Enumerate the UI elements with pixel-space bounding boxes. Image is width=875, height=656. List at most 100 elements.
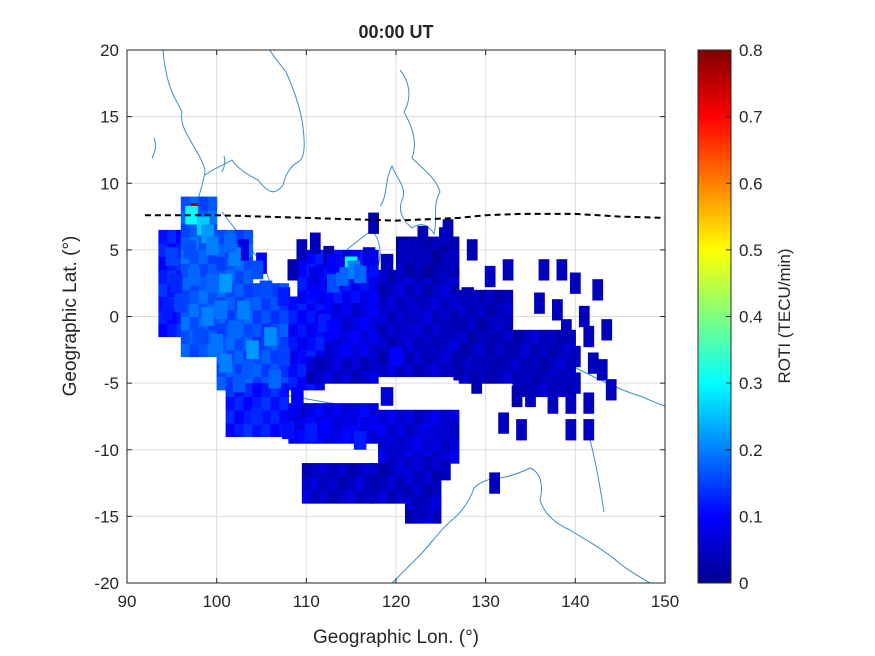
roti-band-2-cell xyxy=(234,363,245,378)
roti-isolated-cell-10 xyxy=(484,265,496,288)
roti-band-8-cell xyxy=(310,489,321,504)
roti-band-2-cell xyxy=(234,349,245,364)
y-tick-label-1: 15 xyxy=(100,108,119,127)
colorbar-ticks: 0 0.1 0.2 0.3 0.4 0.5 0.6 0.7 0.8 xyxy=(726,41,763,593)
roti-band-2-cell xyxy=(216,243,227,258)
roti-band-11-cell xyxy=(342,356,352,371)
roti-isolated-cell-33 xyxy=(565,419,577,441)
roti-band-11-cell xyxy=(333,369,343,384)
roti-band-6-cell xyxy=(297,403,307,418)
roti-isolated-cell-37 xyxy=(462,299,474,321)
roti-band-14-cell xyxy=(404,363,415,378)
roti-band-5-cell xyxy=(270,409,281,424)
roti-isolated-cell-40 xyxy=(161,299,173,321)
roti-band-3-cell xyxy=(252,309,263,324)
x-tick-label-4: 130 xyxy=(471,592,499,611)
roti-band-14-cell xyxy=(396,336,406,351)
roti-band-14-cell xyxy=(449,309,460,324)
roti-band-1-cell xyxy=(198,276,209,291)
roti-band-11-cell xyxy=(360,369,370,384)
roti-band-3-cell xyxy=(279,363,289,378)
roti-cell-26 xyxy=(223,233,237,253)
roti-isolated-cell-14 xyxy=(569,272,581,294)
roti-band-1-cell xyxy=(180,263,191,278)
roti-band-16-cell xyxy=(485,289,496,304)
roti-band-10-cell xyxy=(422,483,433,497)
y-axis-ticks: 20 15 10 5 0 -5 -10 -15 -20 xyxy=(94,41,665,593)
roti-band-13-cell xyxy=(342,303,352,318)
roti-cell-22 xyxy=(165,247,179,266)
roti-cell-43 xyxy=(380,253,394,273)
colorbar-tick-label-0: 0 xyxy=(739,574,748,593)
roti-band-5-cell xyxy=(252,396,263,411)
roti-band-11-cell xyxy=(351,356,361,371)
roti-band-7-cell xyxy=(378,436,388,451)
roti-cell-69 xyxy=(277,287,291,306)
roti-band-14-cell xyxy=(440,296,451,311)
roti-band-1-cell xyxy=(180,196,191,211)
roti-band-16-cell xyxy=(467,329,478,344)
roti-band-3-cell xyxy=(279,309,289,324)
roti-band-14-cell xyxy=(431,323,442,338)
roti-band-3-cell xyxy=(279,323,289,338)
roti-isolated-cell-38 xyxy=(471,372,483,394)
y-tick-label-7: -15 xyxy=(94,507,119,526)
roti-cell-34 xyxy=(250,407,264,426)
roti-band-11-cell xyxy=(369,356,379,371)
roti-cell-53 xyxy=(551,373,564,393)
roti-cell-17 xyxy=(353,431,367,450)
roti-band-8-cell xyxy=(328,463,339,477)
roti-band-6-cell xyxy=(333,416,343,431)
roti-band-3-cell xyxy=(261,363,272,378)
colorbar-tick-label-5: 0.5 xyxy=(739,241,763,260)
roti-cell-71 xyxy=(170,273,183,293)
roti-band-3-cell xyxy=(279,336,289,351)
colorbar-tick-label-8: 0.8 xyxy=(739,41,763,60)
roti-band-3-cell xyxy=(270,309,281,324)
roti-band-6-cell xyxy=(342,429,352,444)
roti-band-12-cell xyxy=(360,289,370,304)
roti-band-17-cell xyxy=(539,356,550,371)
roti-band-11-cell xyxy=(306,356,316,371)
roti-band-13-cell xyxy=(360,343,370,358)
roti-cell-50 xyxy=(497,307,510,326)
roti-band-14-cell xyxy=(396,283,406,298)
roti-isolated-cell-17 xyxy=(552,299,563,321)
roti-isolated-cell-15 xyxy=(592,279,604,301)
roti-band-9-cell xyxy=(369,463,379,477)
roti-band-7-cell xyxy=(378,449,388,464)
roti-band-12-cell xyxy=(297,263,307,278)
roti-band-17-cell xyxy=(512,329,523,344)
roti-band-4-cell xyxy=(288,309,298,324)
roti-band-14-cell xyxy=(387,363,397,378)
roti-cell-42 xyxy=(362,247,376,266)
y-tick-label-4: 0 xyxy=(110,308,119,327)
roti-band-13-cell xyxy=(369,316,379,331)
roti-band-8-cell xyxy=(310,476,321,491)
roti-band-0-cell xyxy=(167,229,177,244)
roti-band-14-cell xyxy=(413,363,424,378)
roti-band-10-cell xyxy=(413,456,424,471)
roti-cell-47 xyxy=(443,253,457,273)
roti-band-12-cell xyxy=(351,289,361,304)
roti-band-8-cell xyxy=(301,463,312,477)
roti-isolated-cell-41 xyxy=(439,459,451,481)
roti-band-5-cell xyxy=(270,423,281,438)
roti-band-16-cell xyxy=(467,343,478,358)
roti-cell-12 xyxy=(246,340,259,360)
roti-band-8-cell xyxy=(346,463,357,477)
colorbar-tick-label-7: 0.7 xyxy=(739,108,763,127)
roti-band-6-cell xyxy=(288,403,298,418)
roti-cell-18 xyxy=(205,236,219,256)
roti-band-2-cell xyxy=(234,336,245,351)
roti-band-10-cell xyxy=(431,509,442,524)
roti-cell-61 xyxy=(506,340,519,360)
roti-band-10-cell xyxy=(404,483,415,497)
x-tick-label-0: 90 xyxy=(118,592,137,611)
roti-band-9-cell xyxy=(387,463,397,477)
roti-band-6-cell xyxy=(333,403,343,418)
roti-cell-25 xyxy=(174,293,188,313)
chart-title: 00:00 UT xyxy=(358,22,433,42)
roti-band-11-cell xyxy=(351,369,361,384)
roti-cell-10 xyxy=(237,300,250,320)
